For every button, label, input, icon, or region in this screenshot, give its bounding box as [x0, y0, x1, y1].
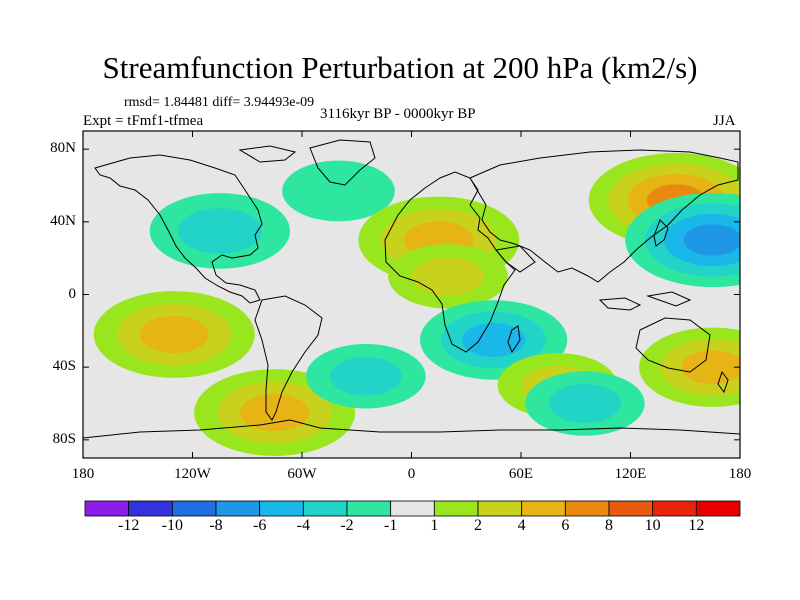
x-tick-label: 180: [71, 466, 95, 482]
contour-fill: [412, 256, 484, 296]
anomaly-center-8: [93, 291, 255, 378]
colorbar-box: [390, 500, 435, 517]
field-layer: [93, 152, 740, 456]
colorbar-box: [608, 500, 654, 517]
colorbar-box: [302, 500, 348, 517]
colorbar-box: [695, 500, 741, 517]
chart-title: Streamfunction Perturbation at 200 hPa (…: [102, 50, 698, 85]
anomaly-center-10: [306, 344, 426, 409]
y-tick-label: 0: [68, 285, 77, 302]
x-tick-label: 60E: [508, 466, 534, 482]
contour-fill: [462, 322, 526, 357]
colorbar-box: [521, 500, 566, 517]
anomaly-center-6: [388, 244, 508, 309]
contour-fill: [282, 160, 395, 222]
contour-fill: [177, 208, 262, 254]
colorbar-label: 6: [561, 517, 570, 534]
colorbar-box: [433, 500, 479, 517]
coastlines: [83, 139, 740, 439]
colorbar-label: 2: [474, 517, 482, 534]
contour-fill: [548, 384, 621, 423]
y-tick-label: 40S: [52, 358, 76, 375]
season-label: JJA: [713, 113, 736, 129]
colorbar-box: [215, 500, 261, 517]
contour-fill: [329, 356, 402, 396]
stats-line: rmsd= 1.84481 diff= 3.94493e-09: [124, 95, 315, 110]
colorbar-label: 1: [430, 517, 439, 534]
colorbar-label: -1: [383, 517, 398, 534]
y-tick-label: 80N: [50, 140, 76, 157]
y-tick-label: 80S: [52, 430, 76, 447]
colorbar-box: [477, 500, 523, 517]
anomaly-center-13: [639, 327, 740, 407]
contour-fill: [683, 224, 740, 256]
colorbar-label: 8: [605, 517, 613, 534]
colorbar-label: 10: [644, 517, 661, 534]
experiment-label: Expt = tFmf1-tfmea: [83, 113, 204, 129]
colorbar: [84, 500, 741, 517]
colorbar-label: -8: [209, 517, 223, 534]
colorbar-label: -2: [340, 517, 354, 534]
x-tick-label: 120E: [614, 466, 647, 482]
colorbar-box: [652, 500, 697, 517]
anomaly-center-9: [194, 369, 356, 456]
colorbar-box: [346, 500, 392, 517]
anomaly-center-4: [625, 192, 740, 288]
anomaly-center-2: [282, 160, 395, 222]
anomaly-center-12: [525, 371, 645, 436]
colorbar-box: [259, 500, 304, 517]
contour-fill: [139, 315, 209, 354]
colorbar-label: -10: [161, 517, 183, 534]
period-label: 3116kyr BP - 0000kyr BP: [320, 106, 476, 122]
x-tick-label: 180: [728, 466, 752, 482]
y-tick-label: 40N: [50, 212, 76, 229]
colorbar-box: [171, 500, 217, 517]
contour-fill: [240, 393, 310, 432]
colorbar-box: [84, 500, 130, 517]
x-tick-label: 120W: [174, 466, 211, 482]
x-tick-label: 0: [407, 466, 416, 482]
x-tick-label: 60W: [287, 466, 317, 482]
colorbar-label: -6: [252, 517, 267, 534]
axis-ticks: [82, 131, 741, 458]
colorbar-label: -12: [117, 517, 140, 534]
colorbar-label: 4: [517, 517, 526, 534]
colorbar-label: 12: [688, 517, 705, 534]
colorbar-label: -4: [296, 517, 310, 534]
anomaly-center-1: [149, 193, 291, 269]
colorbar-box: [128, 500, 173, 517]
colorbar-box: [564, 500, 610, 517]
